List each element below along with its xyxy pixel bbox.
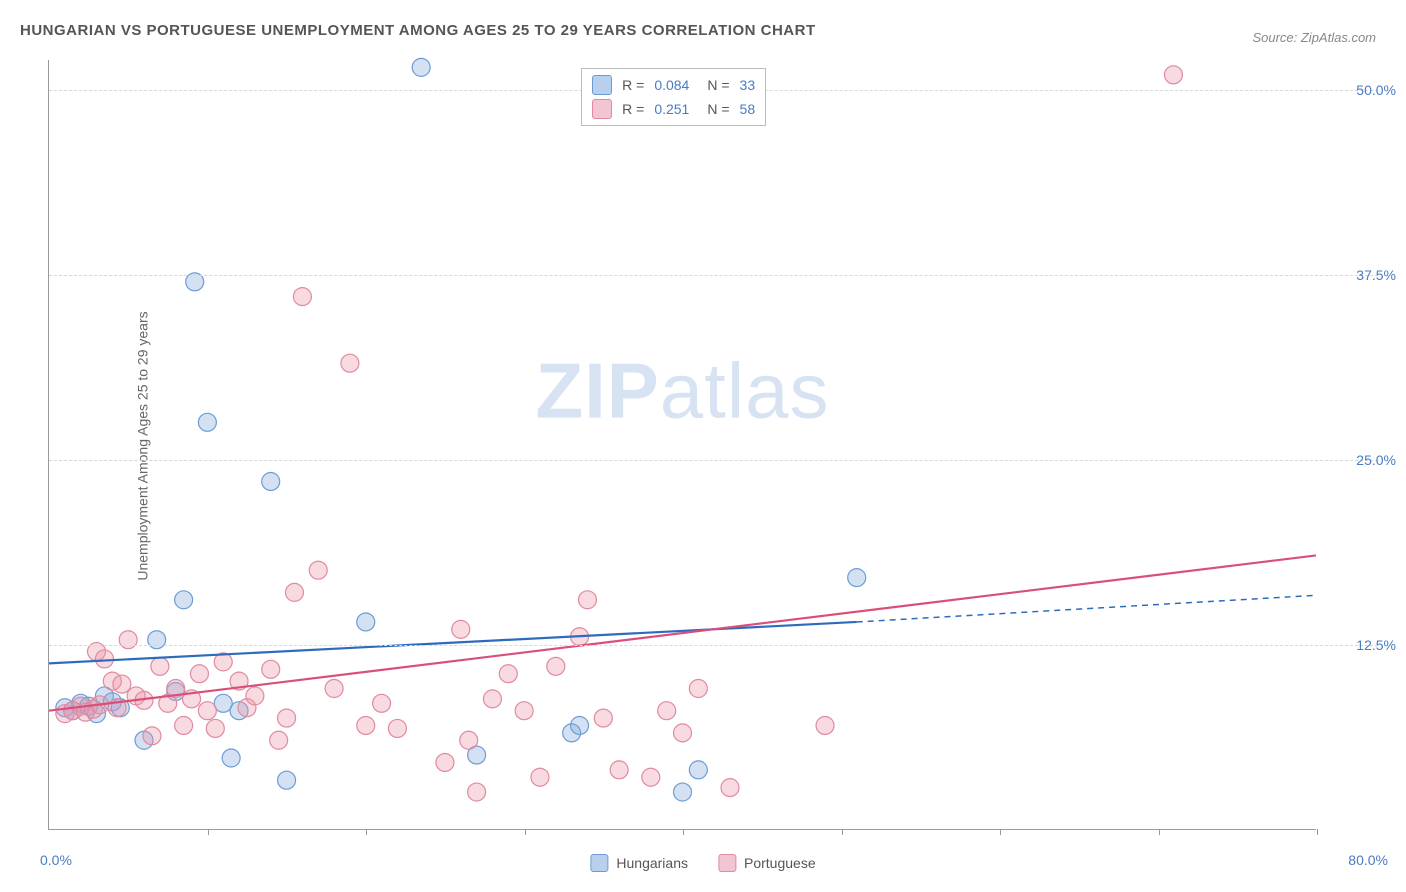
n-label: N = [707, 77, 729, 93]
y-tick-label: 50.0% [1356, 82, 1396, 98]
data-point [151, 657, 169, 675]
data-point [610, 761, 628, 779]
data-point [148, 631, 166, 649]
data-point [222, 749, 240, 767]
data-point [206, 719, 224, 737]
gridline [49, 275, 1378, 276]
x-tick [208, 829, 209, 835]
correlation-row: R = 0.084 N = 33 [592, 73, 755, 97]
x-tick [683, 829, 684, 835]
x-tick [1159, 829, 1160, 835]
data-point [262, 472, 280, 490]
data-point [674, 724, 692, 742]
r-value: 0.084 [654, 77, 689, 93]
n-value: 58 [740, 101, 756, 117]
legend-item: Hungarians [590, 854, 688, 872]
x-tick [842, 829, 843, 835]
data-point [198, 702, 216, 720]
data-point [175, 716, 193, 734]
data-point [270, 731, 288, 749]
data-point [278, 709, 296, 727]
data-point [113, 675, 131, 693]
r-label: R = [622, 101, 644, 117]
x-axis-max-label: 80.0% [1348, 852, 1388, 868]
data-point [175, 591, 193, 609]
x-tick [1317, 829, 1318, 835]
data-point [674, 783, 692, 801]
legend-swatch [718, 854, 736, 872]
data-point [262, 660, 280, 678]
data-point [689, 761, 707, 779]
data-point [373, 694, 391, 712]
n-label: N = [707, 101, 729, 117]
data-point [848, 569, 866, 587]
data-point [198, 413, 216, 431]
data-point [285, 583, 303, 601]
x-tick [366, 829, 367, 835]
data-point [452, 620, 470, 638]
x-axis-min-label: 0.0% [40, 852, 72, 868]
gridline [49, 645, 1378, 646]
series-legend: Hungarians Portuguese [590, 854, 815, 872]
data-point [309, 561, 327, 579]
y-tick-label: 37.5% [1356, 267, 1396, 283]
data-point [594, 709, 612, 727]
data-point [1164, 66, 1182, 84]
y-tick-label: 25.0% [1356, 452, 1396, 468]
data-point [658, 702, 676, 720]
x-tick [1000, 829, 1001, 835]
y-tick-label: 12.5% [1356, 637, 1396, 653]
data-point [483, 690, 501, 708]
data-point [721, 779, 739, 797]
legend-item: Portuguese [718, 854, 816, 872]
data-point [341, 354, 359, 372]
data-point [325, 680, 343, 698]
scatter-svg [49, 60, 1316, 829]
data-point [119, 631, 137, 649]
legend-swatch [590, 854, 608, 872]
data-point [357, 613, 375, 631]
data-point [689, 680, 707, 698]
data-point [412, 58, 430, 76]
legend-label: Hungarians [616, 855, 688, 871]
data-point [515, 702, 533, 720]
n-value: 33 [740, 77, 756, 93]
data-point [388, 719, 406, 737]
legend-swatch [592, 75, 612, 95]
data-point [816, 716, 834, 734]
data-point [246, 687, 264, 705]
data-point [143, 727, 161, 745]
r-value: 0.251 [654, 101, 689, 117]
data-point [578, 591, 596, 609]
r-label: R = [622, 77, 644, 93]
data-point [547, 657, 565, 675]
trend-line [49, 555, 1316, 710]
data-point [531, 768, 549, 786]
data-point [214, 694, 232, 712]
data-point [571, 716, 589, 734]
source-credit: Source: ZipAtlas.com [1252, 30, 1376, 45]
plot-area: ZIPatlas 12.5%25.0%37.5%50.0% R = 0.084 … [48, 60, 1316, 830]
data-point [95, 650, 113, 668]
data-point [460, 731, 478, 749]
data-point [499, 665, 517, 683]
legend-label: Portuguese [744, 855, 816, 871]
data-point [357, 716, 375, 734]
gridline [49, 460, 1378, 461]
correlation-chart: HUNGARIAN VS PORTUGUESE UNEMPLOYMENT AMO… [0, 0, 1406, 892]
chart-title: HUNGARIAN VS PORTUGUESE UNEMPLOYMENT AMO… [20, 22, 816, 39]
correlation-row: R = 0.251 N = 58 [592, 97, 755, 121]
data-point [293, 288, 311, 306]
correlation-legend: R = 0.084 N = 33 R = 0.251 N = 58 [581, 68, 766, 126]
trend-line-extension [857, 595, 1316, 622]
data-point [642, 768, 660, 786]
data-point [436, 753, 454, 771]
legend-swatch [592, 99, 612, 119]
x-tick [525, 829, 526, 835]
data-point [190, 665, 208, 683]
data-point [468, 783, 486, 801]
data-point [278, 771, 296, 789]
